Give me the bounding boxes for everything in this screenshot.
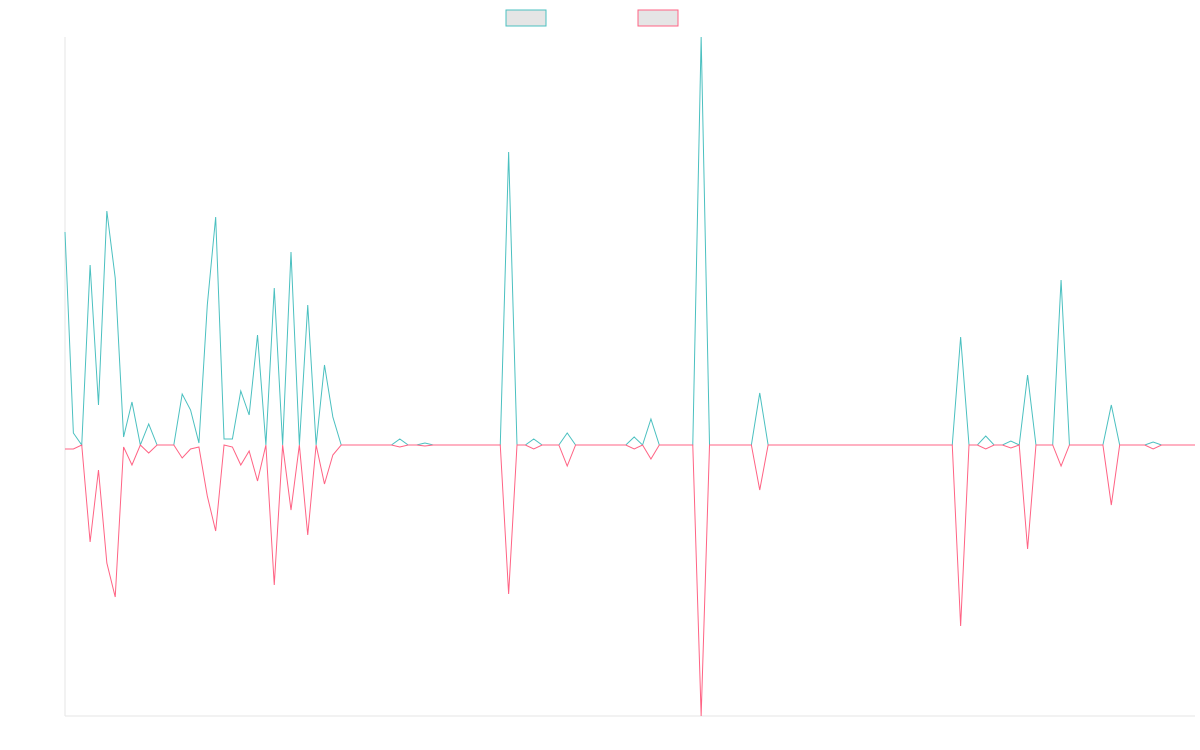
line-series [65,444,1195,717]
legend-swatch [505,9,547,27]
legend-swatch [637,9,679,27]
line-series [64,36,1195,447]
